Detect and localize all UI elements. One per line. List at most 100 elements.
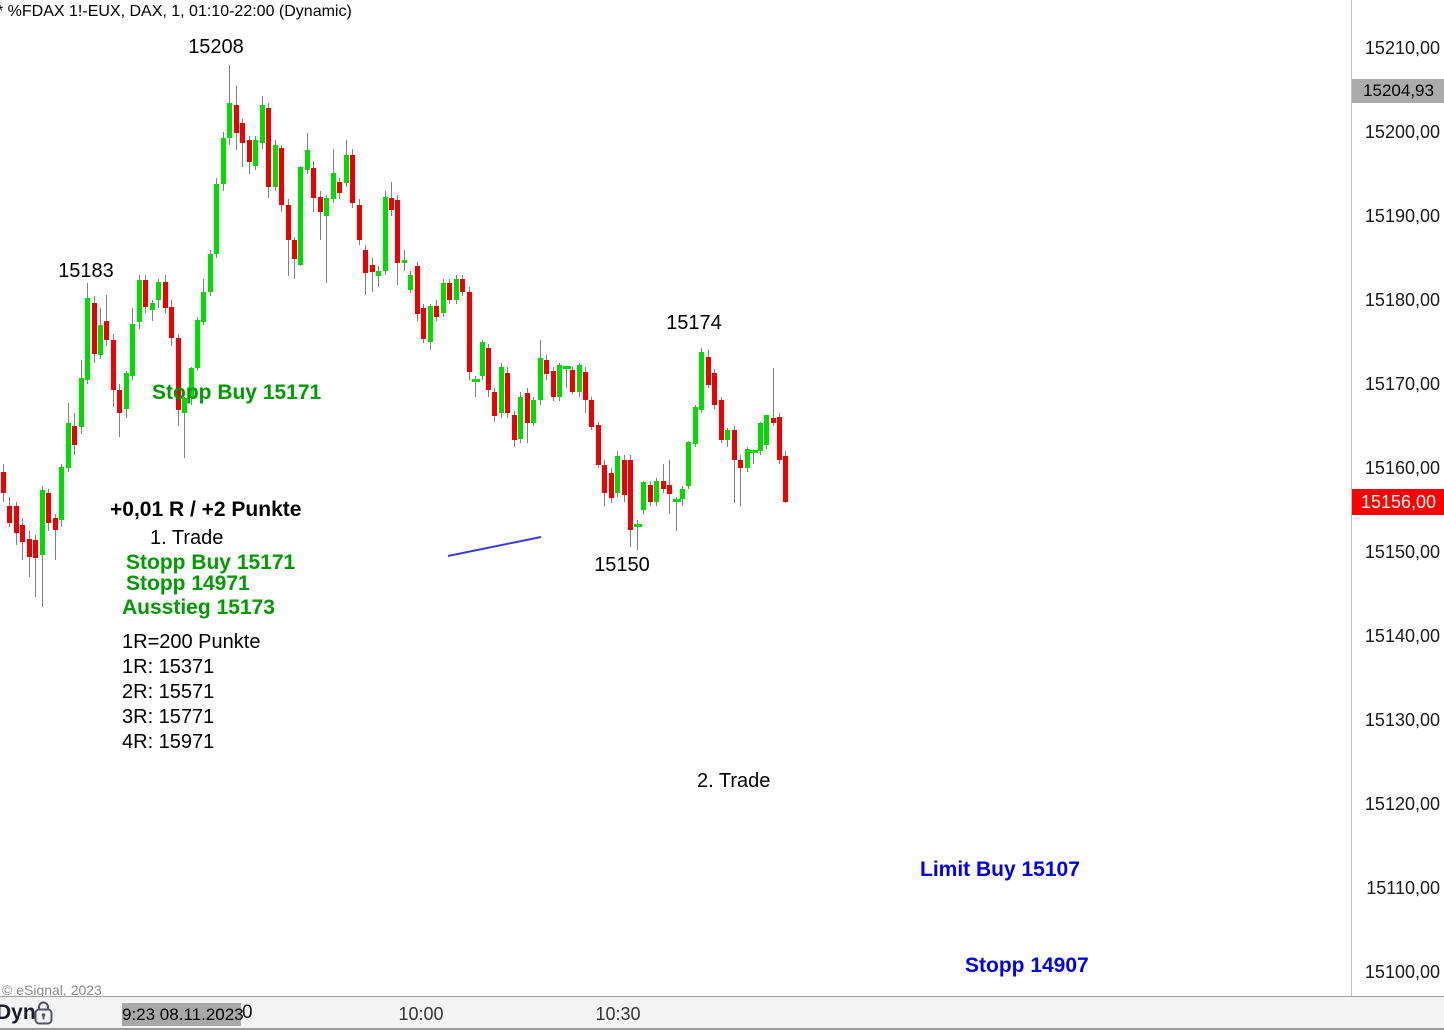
candle <box>382 196 388 271</box>
candle <box>628 459 634 531</box>
candle <box>59 467 65 521</box>
time-axis-bar[interactable]: Dyn 9:23 08.11.2023 0 10:00 10:30 <box>0 996 1444 1030</box>
candle <box>91 303 97 354</box>
price-axis-label: 15170,00 <box>1364 374 1440 394</box>
price-axis-label: 15190,00 <box>1364 206 1440 226</box>
candle <box>52 518 58 531</box>
candle-wick <box>319 190 321 241</box>
price-axis-label: 15160,00 <box>1364 458 1440 478</box>
candle <box>20 525 26 542</box>
candle <box>427 305 433 342</box>
selected-time-badge: 9:23 08.11.2023 <box>122 1003 244 1026</box>
candle <box>589 399 595 427</box>
candle-wick <box>151 300 153 321</box>
price-axis-label: 15130,00 <box>1364 710 1440 730</box>
candle <box>712 373 718 405</box>
candle <box>39 489 45 556</box>
candle <box>311 168 317 199</box>
candle <box>240 122 246 143</box>
candle <box>233 105 239 133</box>
candle <box>562 366 571 370</box>
candle <box>692 406 698 444</box>
candle <box>699 352 705 411</box>
candle <box>434 305 440 317</box>
price-axis[interactable]: 15210,00 15200,00 15190,00 15180,00 15170,00… <box>1351 0 1444 996</box>
candle <box>136 279 142 322</box>
time-axis-label-partial: 0 <box>242 1002 253 1023</box>
candle <box>492 392 498 416</box>
candle-wick <box>636 520 638 551</box>
candle <box>718 399 724 441</box>
candle <box>201 291 207 322</box>
candle <box>253 140 259 166</box>
price-axis-label: 15110,00 <box>1366 878 1440 898</box>
candle-wick <box>35 535 37 598</box>
price-axis-label: 15210,00 <box>1364 38 1440 58</box>
candle <box>214 184 220 254</box>
candle <box>537 357 543 400</box>
candle <box>188 368 194 399</box>
candle <box>453 279 459 300</box>
candle <box>285 205 291 241</box>
candle <box>595 425 601 465</box>
candle <box>324 198 330 216</box>
last-price-badge: 15156,00 <box>1352 488 1444 515</box>
candle <box>266 107 272 187</box>
candle <box>783 456 789 502</box>
candle <box>557 364 563 397</box>
candle <box>337 182 343 194</box>
candle <box>498 367 504 414</box>
price-axis-label: 15120,00 <box>1364 794 1440 814</box>
candle <box>654 480 660 502</box>
candle <box>330 173 336 200</box>
price-axis-label: 15200,00 <box>1364 122 1440 142</box>
candle <box>26 539 32 558</box>
candle <box>343 154 349 184</box>
candle <box>304 149 310 170</box>
price-axis-label: 15150,00 <box>1364 542 1440 562</box>
candle <box>1 472 6 494</box>
candle <box>46 493 52 524</box>
candle <box>207 253 213 292</box>
candle <box>744 448 750 468</box>
candle <box>472 378 481 382</box>
candle <box>72 426 78 446</box>
candle-wick <box>662 463 664 494</box>
candle <box>641 482 647 510</box>
candle <box>731 430 737 460</box>
candle <box>750 450 759 454</box>
candle <box>143 279 149 307</box>
lock-icon[interactable] <box>31 1000 56 1030</box>
candle-wick <box>378 266 380 288</box>
candle <box>633 524 642 528</box>
candle <box>259 105 265 143</box>
candle-wick <box>772 368 774 426</box>
candle <box>466 291 472 373</box>
price-axis-label: 15100,00 <box>1364 962 1440 982</box>
candle <box>117 389 123 414</box>
candle <box>123 373 129 410</box>
candle <box>363 249 369 274</box>
price-axis-label: 15140,00 <box>1364 626 1440 646</box>
candle <box>369 264 375 273</box>
dynamic-mode-button[interactable]: Dyn <box>0 1001 36 1024</box>
candle <box>479 342 485 376</box>
candle <box>85 298 91 380</box>
candle <box>356 205 362 241</box>
candle <box>292 240 297 259</box>
candle-wick <box>184 396 186 458</box>
candle <box>777 416 782 460</box>
candle <box>376 270 382 277</box>
candle <box>544 360 550 374</box>
candle-wick <box>475 375 477 397</box>
candle <box>408 274 414 290</box>
price-axis-label: 15180,00 <box>1364 290 1440 310</box>
candle <box>13 505 19 533</box>
candle <box>78 378 84 427</box>
candlestick-plot <box>1 64 789 607</box>
candle <box>220 137 226 185</box>
candle <box>350 154 356 204</box>
candle <box>175 337 181 411</box>
candle <box>149 303 155 311</box>
candle <box>460 279 466 292</box>
